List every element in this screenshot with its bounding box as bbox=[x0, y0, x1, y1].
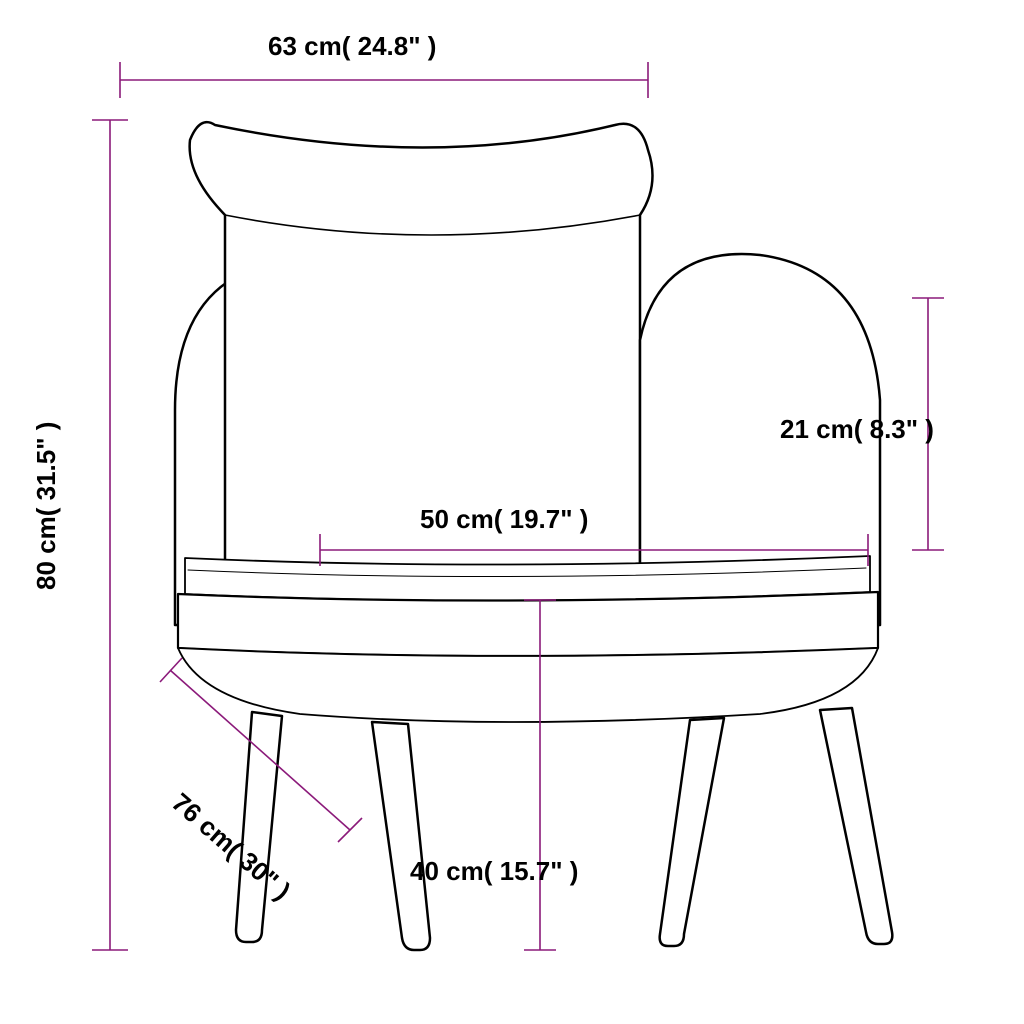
chair-illustration bbox=[175, 122, 892, 950]
dim-height bbox=[92, 120, 128, 950]
dimension-diagram: 63 cm( 24.8" ) 80 cm( 31.5" ) 76 cm( 30"… bbox=[0, 0, 1024, 1024]
dim-width bbox=[120, 62, 648, 98]
label-arm-height: 21 cm( 8.3" ) bbox=[780, 414, 934, 444]
label-seat-width: 50 cm( 19.7" ) bbox=[420, 504, 588, 534]
label-depth: 76 cm( 30" ) bbox=[166, 787, 296, 906]
label-seat-height: 40 cm( 15.7" ) bbox=[410, 856, 578, 886]
label-width: 63 cm( 24.8" ) bbox=[268, 31, 436, 61]
label-height: 80 cm( 31.5" ) bbox=[31, 422, 61, 590]
